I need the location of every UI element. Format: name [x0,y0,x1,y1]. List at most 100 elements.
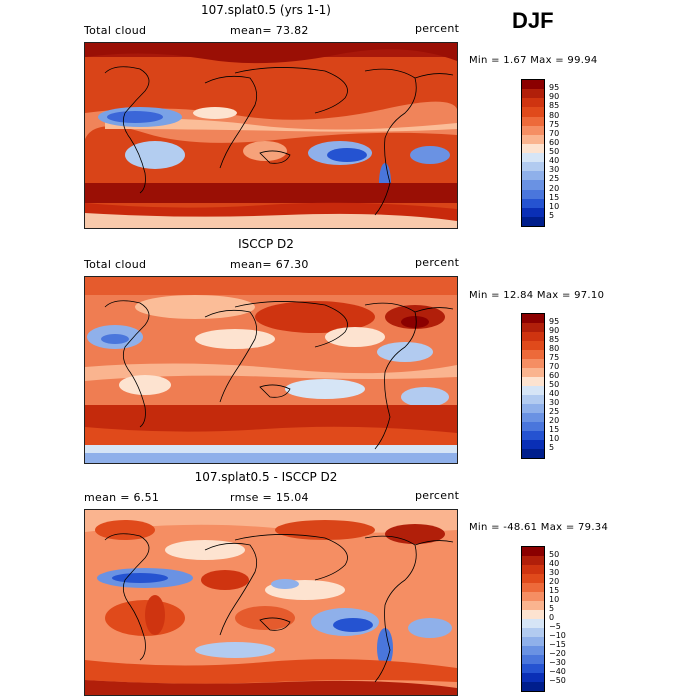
colorbar-tick-label: 5 [549,604,555,613]
colorbar-tick-label: 10 [549,595,560,604]
colorbar-segment [522,198,544,208]
panel-1-map-field [85,43,457,228]
colorbar-segment [522,368,544,377]
colorbar-tick-label: 50 [549,380,560,389]
colorbar-segment [522,574,544,583]
colorbar-tick-label: 15 [549,192,560,202]
colorbar-segment [522,592,544,601]
colorbar-segment [522,341,544,350]
colorbar-segment [522,449,544,458]
colorbar-segment [522,547,544,556]
panel-3-map [84,509,458,696]
colorbar-segment [522,673,544,682]
panel-1-left-label: Total cloud [84,24,147,37]
colorbar-tick-label: 20 [549,416,560,425]
colorbar-tick-label: 90 [549,326,560,335]
colorbar-tick-label: −50 [549,676,566,685]
colorbar-tick-label: 25 [549,407,560,416]
colorbar-segment [522,332,544,341]
colorbar-segment [522,107,544,117]
colorbar-tick-label: 0 [549,613,555,622]
colorbar-tick-label: −20 [549,649,566,658]
colorbar-segment [522,628,544,637]
colorbar-segment [522,143,544,153]
colorbar-tick-label: 30 [549,398,560,407]
colorbar-tick-label: 50 [549,550,560,559]
panel-2-coastlines [104,300,454,450]
colorbar-segment [522,153,544,163]
panel-2-minmax-label: Min = 12.84 Max = 97.10 [469,290,605,301]
colorbar-tick-label: −40 [549,667,566,676]
colorbar-tick-label: 40 [549,559,560,568]
colorbar-tick-label: 95 [549,317,560,326]
colorbar-segment [522,180,544,190]
colorbar-tick-label: −5 [549,622,561,631]
colorbar-tick-label: 50 [549,147,560,156]
colorbar-segment [522,655,544,664]
colorbar-tick-label: 40 [549,389,560,398]
colorbar-tick-label: 25 [549,174,560,184]
colorbar-segment [522,80,544,90]
panel-3-map-field [85,510,457,695]
colorbar-segment [522,637,544,646]
colorbar-segment [522,350,544,359]
panel-2-left-label: Total cloud [84,258,147,271]
colorbar-tick-label: 85 [549,101,560,111]
panel-3-units-label: percent [415,489,460,502]
panel-1-colorbar [521,79,545,227]
panel-2-colorbar [521,313,545,459]
colorbar-tick-label: 70 [549,128,560,138]
panel-2-map-field [85,277,457,463]
colorbar-tick-label: 80 [549,344,560,353]
panel-3-title: 107.splat0.5 - ISCCP D2 [194,470,338,484]
colorbar-tick-label: 40 [549,156,560,166]
colorbar-tick-label: 75 [549,353,560,362]
colorbar-tick-label: 30 [549,568,560,577]
colorbar-segment [522,162,544,172]
colorbar-tick-label: 80 [549,110,560,120]
colorbar-tick-label: 90 [549,92,560,102]
colorbar-segment [522,413,544,422]
colorbar-tick-label: 60 [549,371,560,380]
colorbar-segment [522,619,544,628]
colorbar-segment [522,422,544,431]
panel-1-minmax-label: Min = 1.67 Max = 99.94 [469,55,598,66]
panel-1-mean-label: mean= 73.82 [230,24,309,37]
colorbar-segment [522,207,544,217]
colorbar-segment [522,565,544,574]
colorbar-segment [522,134,544,144]
colorbar-segment [522,646,544,655]
colorbar-tick-label: 75 [549,119,560,129]
colorbar-segment [522,171,544,181]
colorbar-segment [522,89,544,99]
panel-2-map [84,276,458,464]
colorbar-segment [522,440,544,449]
colorbar-tick-label: 15 [549,425,560,434]
colorbar-tick-label: 30 [549,165,560,175]
colorbar-tick-label: 95 [549,83,560,93]
panel-2-title: ISCCP D2 [238,237,294,251]
colorbar-tick-label: 5 [549,443,555,452]
colorbar-segment [522,664,544,673]
colorbar-segment [522,682,544,691]
colorbar-segment [522,431,544,440]
colorbar-tick-label: 70 [549,362,560,371]
panel-3-coastlines [104,533,454,683]
panel-2-units-label: percent [415,256,460,269]
colorbar-tick-label: −15 [549,640,566,649]
colorbar-segment [522,98,544,108]
colorbar-tick-label: 20 [549,183,560,193]
colorbar-tick-label: 10 [549,201,560,211]
colorbar-tick-label: 60 [549,137,560,147]
colorbar-segment [522,125,544,135]
colorbar-segment [522,359,544,368]
colorbar-tick-label: −30 [549,658,566,667]
colorbar-tick-label: 10 [549,434,560,443]
colorbar-segment [522,601,544,610]
colorbar-segment [522,314,544,323]
panel-3-minmax-label: Min = -48.61 Max = 79.34 [469,522,609,533]
panel-3-colorbar [521,546,545,692]
colorbar-segment [522,216,544,226]
colorbar-segment [522,395,544,404]
panel-3-rmse-label: rmse = 15.04 [230,491,309,504]
